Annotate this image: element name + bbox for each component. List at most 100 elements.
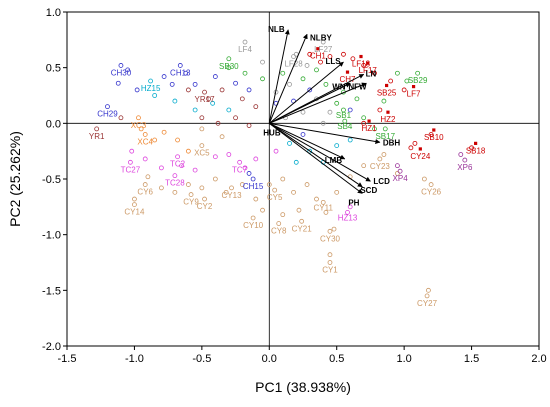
data-point	[424, 293, 430, 299]
data-point	[327, 252, 333, 258]
point-label: CY24	[410, 152, 431, 161]
vector-label: NLBY	[310, 33, 332, 42]
data-point	[250, 176, 256, 182]
data-point	[273, 148, 279, 154]
y-axis-ticks: 1.0 0.5 0.0 -0.5 -1.0 -1.5 -2.0	[42, 7, 67, 353]
point-label: SB4	[337, 122, 353, 131]
data-point	[132, 196, 137, 202]
data-point	[411, 84, 416, 89]
point-label: HZ1	[362, 124, 378, 133]
data-point	[418, 147, 422, 151]
data-point	[361, 115, 367, 121]
data-point	[219, 87, 225, 93]
x-tick-label: 0.5	[329, 353, 344, 365]
data-point	[202, 196, 207, 202]
data-point	[323, 209, 329, 215]
x-tick-label: -0.5	[192, 353, 211, 365]
point-label: YR1	[89, 132, 105, 141]
data-point	[401, 87, 407, 93]
data-point	[304, 182, 310, 187]
data-point	[291, 189, 296, 195]
point-label: CY23	[370, 162, 391, 171]
data-point	[320, 199, 326, 205]
data-point	[408, 145, 414, 151]
data-point	[474, 141, 478, 145]
data-point	[136, 115, 141, 121]
data-point	[397, 168, 403, 174]
point-label: TC28	[165, 179, 185, 188]
data-point	[381, 152, 387, 157]
point-label: XC4	[137, 137, 153, 146]
data-point	[132, 202, 137, 208]
data-point	[206, 96, 212, 102]
data-point	[199, 126, 205, 132]
data-point	[291, 54, 296, 59]
data-point	[177, 63, 183, 68]
point-label: CY30	[320, 234, 341, 243]
point-label: CY10	[243, 221, 264, 230]
data-point	[145, 174, 151, 180]
data-point	[377, 156, 383, 162]
data-point	[152, 93, 158, 98]
data-point	[125, 67, 131, 73]
point-label: SB17	[375, 132, 395, 141]
data-point	[377, 107, 383, 113]
point-label: SB29	[408, 76, 428, 85]
point-label: SB10	[424, 133, 444, 142]
data-point	[185, 148, 191, 154]
point-label: XP6	[457, 163, 473, 172]
y-tick-label: 0.5	[46, 63, 61, 75]
data-point	[175, 137, 180, 143]
data-point	[272, 187, 278, 193]
x-tick-label: 0.0	[262, 353, 277, 365]
y-tick-label: -0.5	[42, 174, 61, 186]
data-point	[314, 67, 319, 73]
point-label: CY8	[271, 227, 287, 236]
data-point	[127, 159, 133, 165]
data-point	[300, 132, 306, 137]
point-label: CY6	[137, 188, 153, 197]
point-label: XC5	[194, 149, 210, 158]
data-point	[307, 51, 313, 57]
data-point	[354, 96, 360, 102]
x-tick-label: -1.5	[58, 353, 77, 365]
data-point	[253, 196, 259, 202]
vector-label: NLB	[268, 25, 285, 34]
data-point	[300, 109, 306, 115]
loading-vector	[269, 122, 346, 160]
point-label: CH15	[243, 182, 264, 191]
data-point	[242, 39, 248, 45]
data-point	[327, 109, 333, 115]
data-point	[260, 76, 265, 82]
data-point	[142, 182, 148, 187]
x-axis-title: PC1 (38.938%)	[255, 379, 351, 395]
data-point	[179, 163, 185, 169]
loading-vector	[269, 122, 371, 182]
data-point	[320, 39, 326, 45]
reference-lines	[67, 12, 539, 346]
data-point	[323, 81, 329, 87]
vector-label: WN	[332, 82, 346, 91]
data-point	[345, 209, 350, 215]
data-point	[192, 167, 198, 173]
point-label: CH30	[111, 68, 132, 77]
data-point	[158, 185, 164, 191]
data-point	[293, 159, 299, 165]
data-point	[118, 63, 124, 68]
data-point	[253, 156, 259, 162]
data-point	[172, 173, 178, 179]
data-point	[142, 156, 148, 162]
data-point	[161, 129, 167, 135]
point-label: LF28	[284, 60, 303, 69]
point-label: HZ15	[141, 84, 161, 93]
data-point	[172, 98, 178, 104]
data-point	[320, 120, 326, 126]
vector-label: NFW	[348, 82, 367, 91]
data-point	[210, 100, 216, 106]
data-point	[359, 54, 363, 59]
point-label: CY14	[124, 208, 145, 217]
point-label: YR17	[195, 95, 216, 104]
point-label: CY21	[292, 224, 313, 233]
data-point	[361, 163, 367, 169]
